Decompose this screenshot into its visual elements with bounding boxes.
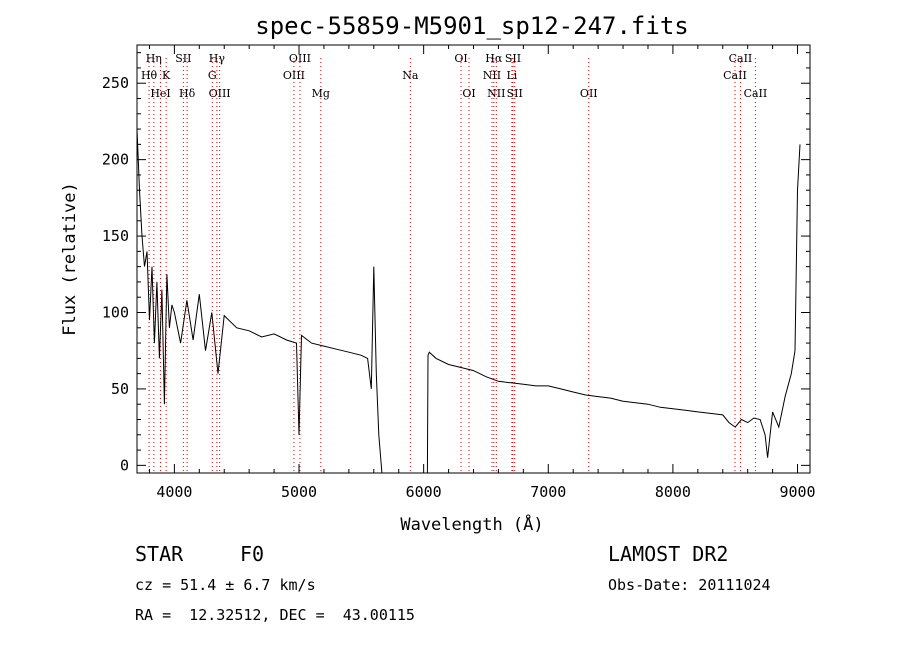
spectral-line-label-14: OI (462, 87, 475, 100)
spectral-line-label-3: HeI (150, 87, 170, 100)
x-axis-ticks: 4000 5000 6000 7000 8000 9000 (148, 45, 816, 501)
x-tick-label-2: 6000 (406, 483, 442, 501)
spectral-line-label-7: G (208, 69, 217, 82)
x-tick-label-5: 9000 (779, 483, 815, 501)
spectral-line-label-1: Hθ (141, 69, 158, 82)
y-axis-ticks: 0 50 100 150 200 250 (102, 52, 810, 474)
spectral-line-label-12: Na (402, 69, 419, 82)
spectral-line-label-17: NII (483, 69, 501, 82)
x-tick-label-0: 4000 (156, 483, 192, 501)
object-type: STAR (135, 542, 184, 566)
spectral-line-label-13: OI (454, 52, 467, 65)
x-tick-label-4: 8000 (655, 483, 691, 501)
spectral-line-label-4: SII (175, 52, 191, 65)
spectral-line-label-6: Hγ (209, 52, 226, 65)
spectral-line-label-23: CaII (723, 69, 747, 82)
x-tick-label-3: 7000 (530, 483, 566, 501)
spectral-line-label-22: CaII (729, 52, 753, 65)
spectral-line-label-19: NII (487, 87, 505, 100)
observation-date: Obs-Date: 20111024 (608, 576, 771, 594)
spectral-line-label-18: Li (506, 69, 517, 82)
y-tick-label-0: 0 (120, 456, 129, 474)
spectral-line-label-20: SII (507, 87, 523, 100)
spectral-line-label-8: OIII (209, 87, 231, 100)
y-tick-label-1: 50 (111, 380, 129, 398)
survey-name: LAMOST DR2 (608, 542, 729, 566)
plot-frame (136, 44, 811, 474)
y-tick-label-4: 200 (102, 151, 129, 169)
object-subclass: F0 (240, 542, 265, 566)
spectral-line-label-10: OIII (283, 69, 305, 82)
redshift-velocity: cz = 51.4 ± 6.7 km/s (135, 576, 316, 594)
spectral-line-label-0: Hη (146, 52, 162, 65)
spectral-line-label-16: SII (505, 52, 521, 65)
y-tick-label-2: 100 (102, 304, 129, 322)
spectral-line-markers (148, 58, 756, 473)
coordinates: RA = 12.32512, DEC = 43.00115 (135, 606, 415, 624)
spectral-line-label-5: Hδ (179, 87, 196, 100)
y-tick-label-5: 250 (102, 74, 129, 92)
spectral-line-label-2: K (162, 69, 171, 82)
spectrum-series-line (136, 129, 801, 474)
y-axis-label: Flux (relative) (60, 182, 80, 336)
spectral-line-label-24: CaII (744, 87, 768, 100)
spectral-line-label-15: Hα (485, 52, 503, 65)
chart-title: spec-55859-M5901_sp12-247.fits (255, 12, 688, 40)
spectral-line-label-11: Mg (312, 87, 330, 100)
spectral-line-label-21: OII (580, 87, 598, 100)
x-tick-label-1: 5000 (281, 483, 317, 501)
x-axis-label: Wavelength (Å) (400, 513, 543, 535)
y-tick-label-3: 150 (102, 227, 129, 245)
spectral-line-label-9: OIII (289, 52, 311, 65)
